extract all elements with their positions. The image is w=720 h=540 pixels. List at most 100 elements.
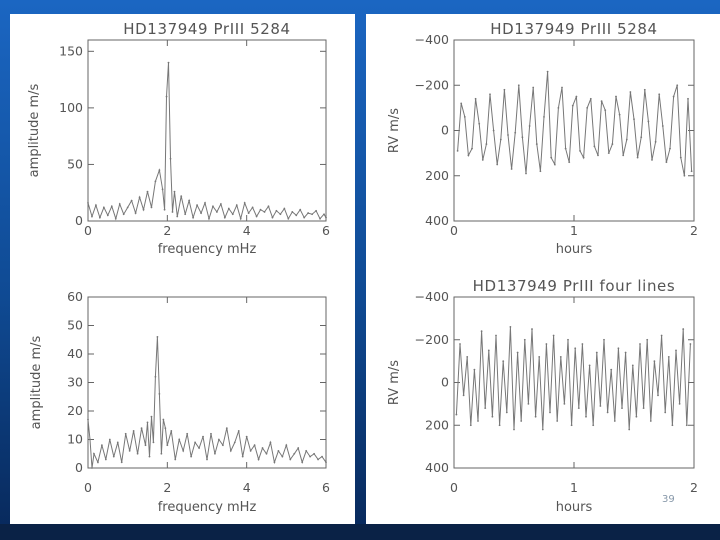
data-point	[593, 145, 596, 148]
data-point	[561, 86, 563, 89]
data-point	[165, 95, 168, 98]
data-point	[661, 125, 664, 127]
data-point	[647, 120, 650, 123]
x-axis-label: hours	[556, 500, 593, 515]
data-point	[495, 334, 497, 337]
y-tick-label: 200	[425, 168, 449, 183]
data-point	[190, 455, 193, 458]
data-point	[621, 407, 623, 410]
data-point	[546, 70, 549, 73]
data-point	[513, 428, 515, 431]
y-tick-label: −200	[415, 332, 449, 347]
data-point	[607, 152, 610, 155]
data-point	[97, 461, 99, 464]
data-point	[636, 156, 639, 159]
data-point	[106, 214, 109, 217]
data-point	[184, 213, 187, 216]
data-point	[281, 455, 284, 458]
y-tick-label: 50	[67, 156, 83, 171]
data-point	[132, 430, 135, 432]
data-point	[592, 424, 595, 427]
data-point	[496, 163, 499, 166]
data-point	[287, 217, 290, 220]
data-point	[672, 95, 675, 98]
data-point	[154, 180, 157, 183]
data-point	[261, 447, 264, 449]
data-point	[459, 343, 461, 345]
data-point	[618, 113, 621, 116]
chart-title: HD137949 PrIII 5284	[123, 20, 290, 38]
data-point	[473, 368, 476, 371]
x-axis-label: frequency mHz	[158, 500, 257, 515]
data-point	[166, 444, 169, 447]
data-point	[277, 450, 280, 452]
x-axis-label: hours	[556, 242, 593, 257]
y-tick-label: 10	[67, 432, 83, 447]
data-point	[283, 207, 286, 210]
y-axis-label: amplitude m/s	[29, 335, 44, 429]
data-point	[679, 156, 682, 159]
data-point	[485, 143, 488, 145]
x-tick-label: 0	[84, 480, 92, 495]
data-point	[210, 432, 212, 435]
data-point	[474, 97, 477, 100]
y-tick-label: 100	[59, 100, 83, 115]
data-point	[112, 455, 115, 458]
data-point	[164, 427, 167, 429]
y-tick-label: 0	[441, 375, 449, 390]
data-point	[484, 407, 487, 410]
y-tick-label: 150	[59, 43, 83, 58]
data-point	[110, 205, 113, 208]
data-point	[574, 347, 577, 350]
data-point	[615, 95, 617, 98]
data-point	[146, 190, 149, 193]
data-point	[231, 213, 234, 216]
data-point	[643, 88, 646, 91]
data-point	[214, 452, 216, 455]
data-point	[245, 435, 248, 438]
data-point	[198, 447, 200, 449]
data-point	[170, 430, 173, 432]
data-point	[235, 204, 238, 207]
data-point	[624, 351, 627, 354]
data-point	[218, 438, 220, 441]
data-point	[539, 170, 542, 173]
data-point	[206, 458, 208, 461]
data-point	[631, 364, 634, 367]
data-point	[460, 102, 463, 105]
data-point	[134, 212, 137, 214]
data-point	[182, 450, 185, 452]
data-point	[99, 216, 101, 219]
data-point	[606, 411, 609, 414]
data-point	[480, 330, 483, 333]
data-point	[301, 461, 304, 464]
data-point	[669, 147, 671, 150]
data-point	[633, 118, 635, 121]
data-point	[253, 444, 256, 447]
y-tick-label: −400	[415, 32, 449, 47]
data-point	[660, 334, 663, 337]
data-point	[154, 375, 157, 378]
data-point	[167, 61, 170, 64]
right-panel: HD137949 PrIII 5284 0 1 2 −400 −200 0 200 400 hou…	[366, 14, 720, 524]
y-axis-label: amplitude m/s	[27, 83, 42, 177]
data-point	[505, 411, 508, 414]
data-point	[275, 209, 278, 212]
data-point	[148, 455, 151, 458]
data-point	[517, 84, 520, 87]
data-point	[325, 216, 327, 219]
x-tick-label: 2	[690, 480, 698, 495]
data-point	[597, 154, 599, 157]
data-point	[478, 122, 481, 125]
data-point	[489, 93, 491, 96]
data-point	[126, 206, 129, 209]
data-point	[150, 415, 153, 418]
data-point	[202, 435, 204, 438]
data-point	[646, 338, 649, 341]
y-tick-label: 0	[75, 213, 83, 228]
data-point	[471, 147, 473, 150]
data-point	[563, 402, 566, 405]
data-point	[120, 461, 123, 464]
data-point	[491, 415, 494, 418]
